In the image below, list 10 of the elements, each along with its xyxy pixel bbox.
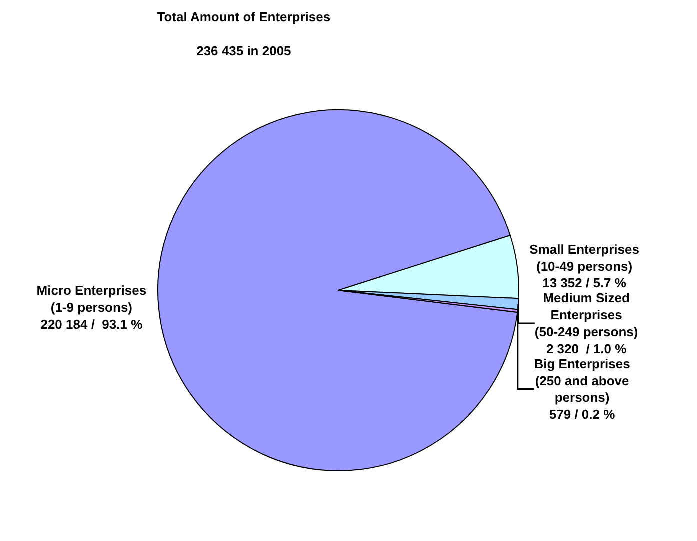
slice-label: Medium Sized Enterprises (50-249 persons) [534, 290, 638, 340]
data-label: 13 352 / 5.7 % [542, 276, 627, 291]
slice-label: Big Enterprises (250 and above persons) [534, 356, 630, 406]
data-label: 220 184 / 93.1 % [40, 317, 144, 332]
data-label: 2 320 / 1.0 % [546, 341, 628, 356]
chart-subtitle: 236 435 in 2005 [196, 43, 292, 58]
slice-label: Micro Enterprises (1-9 persons) [36, 283, 147, 316]
slice-label: Small Enterprises (10-49 persons) [530, 242, 640, 274]
chart-title: Total Amount of Enterprises [157, 10, 331, 25]
data-label: 579 / 0.2 % [549, 407, 616, 422]
